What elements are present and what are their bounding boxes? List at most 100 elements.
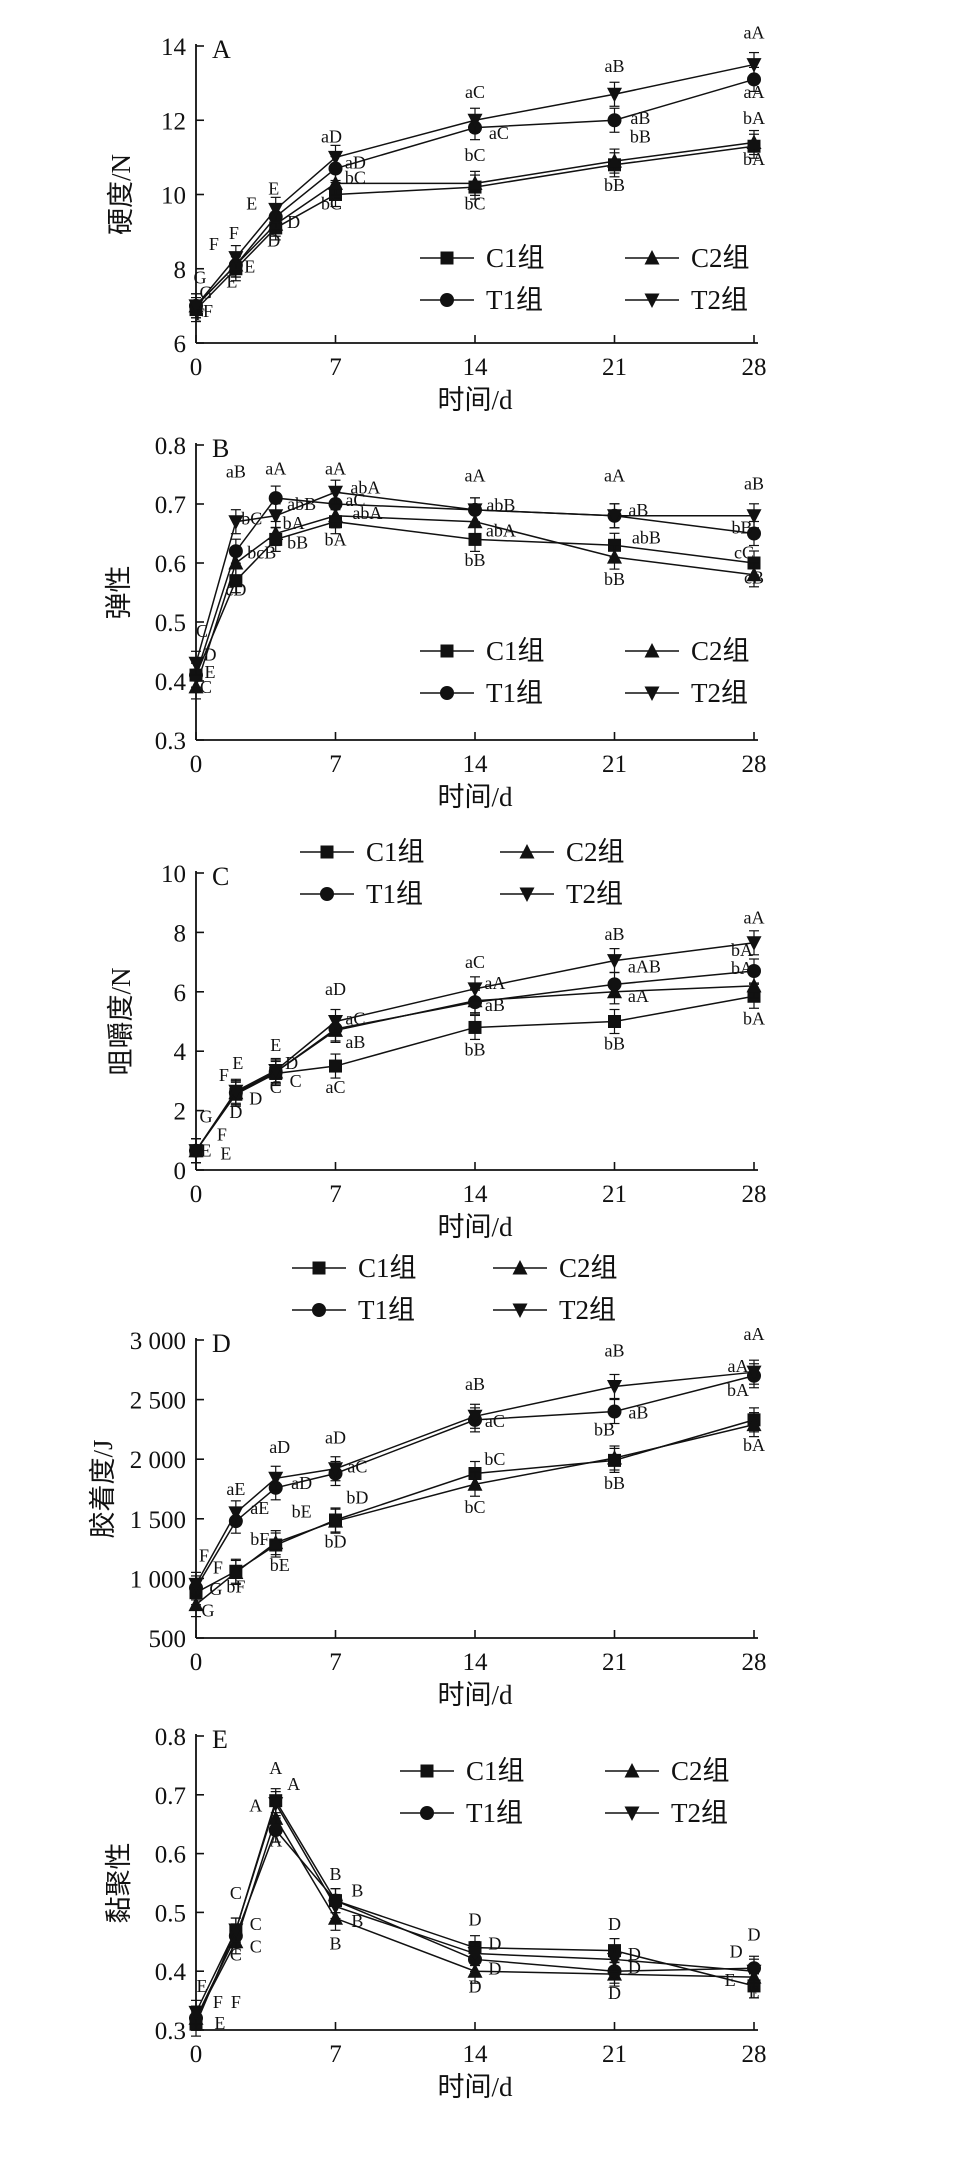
legend-marker [644, 686, 660, 701]
significance-label: D [748, 1925, 761, 1945]
legend: C1组 C2组 T1组 T2组 [400, 1756, 730, 1828]
significance-label: bC [464, 193, 485, 213]
significance-label: bA [743, 149, 765, 169]
legend-label: T2组 [566, 879, 623, 909]
significance-label: E [246, 193, 257, 213]
significance-label: aB [628, 1403, 648, 1423]
significance-label: bB [604, 1473, 625, 1493]
legend-marker [320, 845, 334, 859]
data-point [746, 977, 762, 993]
data-point [468, 1020, 482, 1034]
significance-label: D [285, 1053, 298, 1073]
significance-label: aC [465, 82, 485, 102]
significance-label: aB [605, 56, 625, 76]
data-point [328, 1462, 343, 1477]
x-tick-label: 28 [742, 354, 767, 381]
significance-label: bB [464, 1040, 485, 1060]
data-point [607, 954, 622, 969]
significance-label: bB [464, 550, 485, 570]
significance-label: D [249, 1089, 262, 1109]
x-tick-label: 28 [742, 1181, 767, 1208]
significance-label: G [209, 1579, 222, 1599]
significance-label: abA [350, 477, 380, 497]
data-point [228, 1564, 244, 1579]
x-axis-title: 时间/d [437, 2072, 513, 2102]
x-tick-label: 21 [602, 1181, 627, 1208]
significance-label: bF [226, 1577, 245, 1597]
y-tick-label: 0.7 [155, 1783, 186, 1810]
legend-label: T2组 [691, 678, 748, 708]
significance-label: bA [325, 529, 347, 549]
significance-label: aC [345, 1008, 365, 1028]
legend-marker [519, 844, 535, 859]
significance-label: E [725, 1970, 736, 1990]
significance-label: aA [728, 1356, 749, 1376]
significance-label: D [229, 1102, 242, 1122]
significance-label: aE [226, 1479, 245, 1499]
data-point [747, 526, 761, 541]
significance-label: bA [727, 1380, 749, 1400]
x-tick-label: 28 [742, 751, 767, 778]
significance-label: E [220, 1144, 231, 1164]
series-4 [188, 1359, 762, 1597]
significance-label: bB [630, 127, 651, 147]
significance-label: abB [486, 495, 515, 515]
legend-label: T1组 [466, 1798, 523, 1828]
legend-label: C1组 [466, 1756, 525, 1786]
data-point [268, 509, 284, 524]
legend-marker [512, 1303, 528, 1318]
significance-label: D [730, 1942, 743, 1962]
legend-label: C1组 [486, 243, 545, 273]
data-point [268, 1064, 284, 1079]
y-tick-label: 6 [174, 980, 187, 1007]
y-tick-label: 10 [161, 183, 186, 210]
legend-marker [644, 293, 660, 308]
significance-label: G [199, 1106, 212, 1126]
x-axis-title: 时间/d [437, 1212, 513, 1242]
significance-label: bC [484, 1449, 505, 1469]
significance-label: bB [287, 532, 308, 552]
x-tick-label: 0 [190, 2041, 203, 2068]
data-point [188, 656, 204, 672]
significance-label: bB [604, 175, 625, 195]
legend-marker [440, 644, 454, 658]
significance-label: bB [594, 1419, 615, 1439]
significance-label: bC [345, 167, 366, 187]
significance-label: aD [325, 1428, 346, 1448]
significance-label: aA [484, 973, 505, 993]
significance-label: aD [325, 979, 346, 999]
data-point [746, 566, 762, 582]
legend-label: T2组 [671, 1798, 728, 1828]
panel-letter: A [212, 35, 231, 64]
data-point [607, 153, 622, 168]
x-tick-label: 14 [463, 751, 489, 778]
legend-marker [440, 293, 454, 307]
data-point [747, 964, 761, 979]
significance-label: D [628, 1944, 641, 1964]
data-point [228, 1084, 244, 1100]
panel-letter: C [212, 862, 229, 891]
y-tick-label: 2 500 [130, 1388, 186, 1415]
series-2 [188, 503, 762, 700]
data-point [268, 1823, 283, 1838]
data-point [328, 1513, 343, 1528]
data-point [188, 1144, 204, 1159]
significance-label: bA [743, 108, 765, 128]
x-tick-label: 14 [463, 354, 489, 381]
y-tick-label: 0.8 [155, 433, 186, 460]
y-tick-label: 0.3 [155, 2018, 186, 2045]
data-point [268, 1534, 284, 1550]
y-axis-title: 黏聚性 [104, 1843, 134, 1924]
significance-label: aB [465, 1374, 485, 1394]
data-point [746, 1416, 762, 1432]
legend-marker [320, 887, 334, 901]
significance-label: A [269, 1758, 282, 1778]
significance-label: C [290, 1071, 302, 1091]
data-point [746, 1964, 762, 1980]
significance-label: F [195, 305, 205, 325]
data-point [228, 251, 244, 266]
significance-label: bC [464, 1497, 485, 1517]
data-point [607, 549, 622, 564]
data-point [268, 525, 284, 540]
